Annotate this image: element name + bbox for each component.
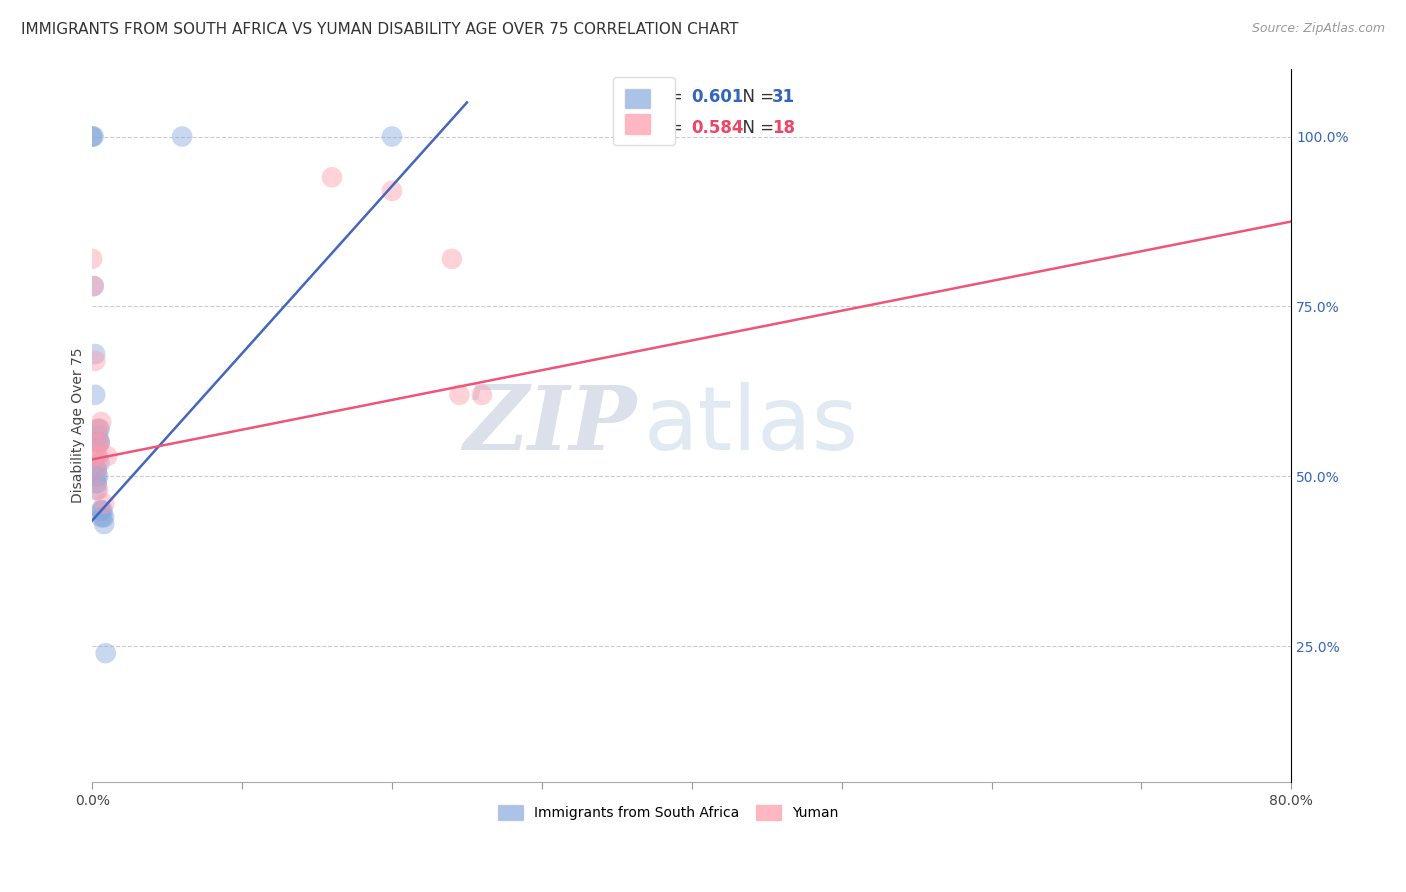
Point — [86, 435, 108, 450]
Point — [84, 354, 107, 368]
Point — [381, 184, 404, 198]
Text: 31: 31 — [772, 88, 794, 106]
Point — [93, 510, 115, 524]
Point — [82, 252, 104, 266]
Point — [86, 462, 108, 476]
Point — [96, 449, 118, 463]
Point — [86, 476, 108, 491]
Point — [440, 252, 463, 266]
Point — [90, 503, 112, 517]
Point — [86, 469, 108, 483]
Text: N =: N = — [733, 88, 779, 106]
Point — [86, 476, 108, 491]
Point — [172, 129, 194, 144]
Point — [86, 462, 108, 476]
Text: atlas: atlas — [644, 382, 859, 469]
Point — [83, 279, 105, 293]
Point — [89, 435, 111, 450]
Point — [91, 503, 114, 517]
Point — [381, 129, 404, 144]
Point — [89, 435, 111, 450]
Text: 0.601: 0.601 — [692, 88, 744, 106]
Point — [449, 388, 471, 402]
Text: R =: R = — [652, 120, 688, 137]
Point — [87, 422, 110, 436]
Point — [90, 503, 112, 517]
Text: ZIP: ZIP — [464, 382, 638, 468]
Point — [89, 422, 111, 436]
Point — [82, 129, 104, 144]
Legend: Immigrants from South Africa, Yuman: Immigrants from South Africa, Yuman — [492, 799, 844, 825]
Point — [91, 510, 114, 524]
Point — [86, 435, 108, 450]
Point — [471, 388, 494, 402]
Point — [87, 469, 110, 483]
Point — [87, 449, 110, 463]
Point — [87, 428, 110, 442]
Point — [83, 129, 105, 144]
Text: 18: 18 — [772, 120, 794, 137]
Point — [86, 449, 108, 463]
Point — [86, 449, 108, 463]
Point — [87, 422, 110, 436]
Text: Source: ZipAtlas.com: Source: ZipAtlas.com — [1251, 22, 1385, 36]
Point — [83, 279, 105, 293]
Point — [84, 347, 107, 361]
Text: R =: R = — [652, 88, 688, 106]
Point — [87, 483, 110, 497]
Point — [90, 415, 112, 429]
Point — [89, 435, 111, 450]
Text: N =: N = — [733, 120, 779, 137]
Text: 0.584: 0.584 — [692, 120, 744, 137]
Point — [90, 510, 112, 524]
Point — [93, 516, 115, 531]
Point — [89, 456, 111, 470]
Point — [86, 483, 108, 497]
Point — [93, 497, 115, 511]
Point — [86, 462, 108, 476]
Text: IMMIGRANTS FROM SOUTH AFRICA VS YUMAN DISABILITY AGE OVER 75 CORRELATION CHART: IMMIGRANTS FROM SOUTH AFRICA VS YUMAN DI… — [21, 22, 738, 37]
Point — [94, 646, 117, 660]
Point — [321, 170, 343, 185]
Point — [82, 129, 104, 144]
Y-axis label: Disability Age Over 75: Disability Age Over 75 — [72, 348, 86, 503]
Point — [84, 388, 107, 402]
